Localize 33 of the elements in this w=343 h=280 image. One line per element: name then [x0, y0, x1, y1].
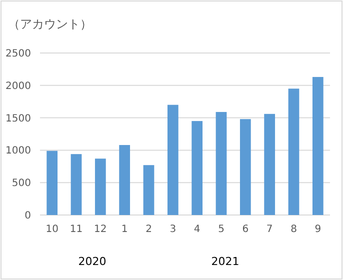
- x-tick-label: 9: [314, 224, 322, 235]
- bar: [46, 150, 58, 215]
- bar: [240, 119, 251, 215]
- y-tick-label: 1500: [6, 113, 31, 124]
- text: 2020: [78, 255, 106, 268]
- x-tick-label: 8: [290, 224, 297, 235]
- y-tick-label: 2500: [6, 48, 31, 60]
- bar: [312, 76, 324, 215]
- x-tick-label: 12: [94, 224, 107, 235]
- x-tick-label: 2: [146, 224, 152, 235]
- y-tick-label: 1000: [6, 146, 31, 157]
- bar: [288, 88, 300, 215]
- x-tick-label: 5: [218, 224, 224, 235]
- y-tick-label: 500: [12, 178, 31, 190]
- bar: [70, 154, 82, 215]
- y-axis-title: （アカウント）: [8, 17, 92, 31]
- x-tick-label: 4: [194, 224, 200, 235]
- bar: [94, 158, 106, 215]
- x-tick-label: 1: [121, 224, 128, 235]
- bar: [167, 104, 178, 215]
- x-tick-label: 7: [266, 224, 273, 235]
- y-tick-label: 2000: [6, 80, 31, 92]
- bar: [264, 114, 276, 215]
- bar: [143, 165, 154, 215]
- x-tick-label: 10: [46, 224, 58, 235]
- bar: [119, 145, 130, 215]
- y-tick-label: 0: [24, 210, 31, 222]
- text: 2021: [211, 255, 240, 268]
- x-tick-label: 6: [242, 224, 249, 235]
- x-tick-label: 3: [170, 224, 176, 235]
- x-tick-label: 11: [70, 224, 83, 235]
- bar: [192, 121, 203, 215]
- bar: [216, 112, 227, 215]
